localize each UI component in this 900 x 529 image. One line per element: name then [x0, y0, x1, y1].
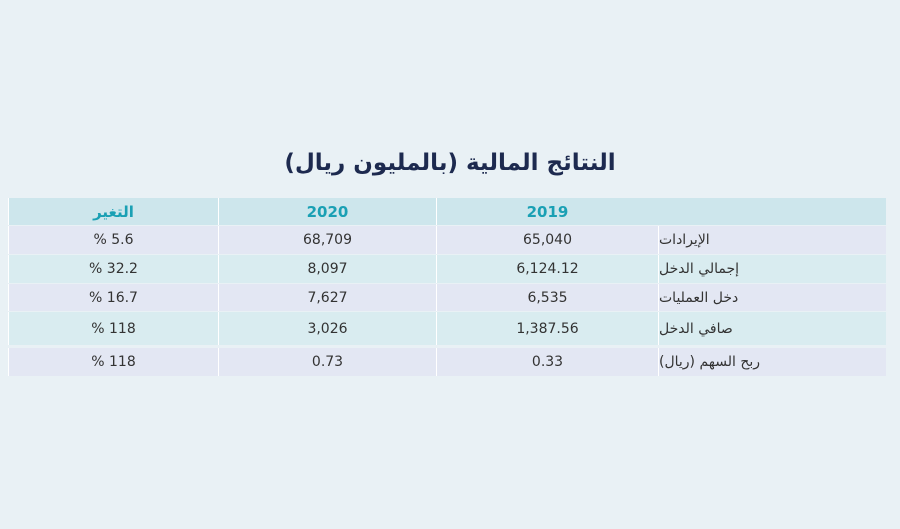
row-label: صافي الدخل [658, 312, 886, 345]
table-cell: % 32.2 [8, 255, 218, 283]
table-cell: 68,709 [218, 226, 436, 254]
table-cell: 1,387.56 [436, 312, 658, 345]
row-label: ربح السهم (ريال) [658, 348, 886, 376]
header-cell: 2020 [218, 198, 436, 225]
table-cell: % 118 [8, 312, 218, 345]
row-label: الإيرادات [658, 226, 886, 254]
header-row: 2019 2020 التغير [8, 198, 886, 225]
table-row: صافي الدخل 1,387.56 3,026% 118 [8, 312, 886, 345]
table-row: إجمالي الدخل 6,124.12 8,097% 32.2 [8, 255, 886, 283]
table-cell: 8,097 [218, 255, 436, 283]
table-cell: 6,535 [436, 284, 658, 311]
table-cell: 0.73 [218, 348, 436, 376]
row-label: إجمالي الدخل [658, 255, 886, 283]
table-cell: 7,627 [218, 284, 436, 311]
table-cell: 0.33 [436, 348, 658, 376]
header-cell [658, 198, 886, 225]
table-title: النتائج المالية (بالمليون ريال) [284, 150, 616, 176]
table-row: ربح السهم (ريال) 0.33 0.73% 118 [8, 348, 886, 376]
table-cell: % 118 [8, 348, 218, 376]
table-cell: % 5.6 [8, 226, 218, 254]
table-cell: 65,040 [436, 226, 658, 254]
header-cell: التغير [8, 198, 218, 225]
row-label: دخل العمليات [658, 284, 886, 311]
table-row: الإيرادات 65,040 68,709% 5.6 [8, 226, 886, 254]
table-cell: % 16.7 [8, 284, 218, 311]
table-row: دخل العمليات 6,535 7,627% 16.7 [8, 284, 886, 311]
header-cell: 2019 [436, 198, 658, 225]
table-cell: 3,026 [218, 312, 436, 345]
table-cell: 6,124.12 [436, 255, 658, 283]
